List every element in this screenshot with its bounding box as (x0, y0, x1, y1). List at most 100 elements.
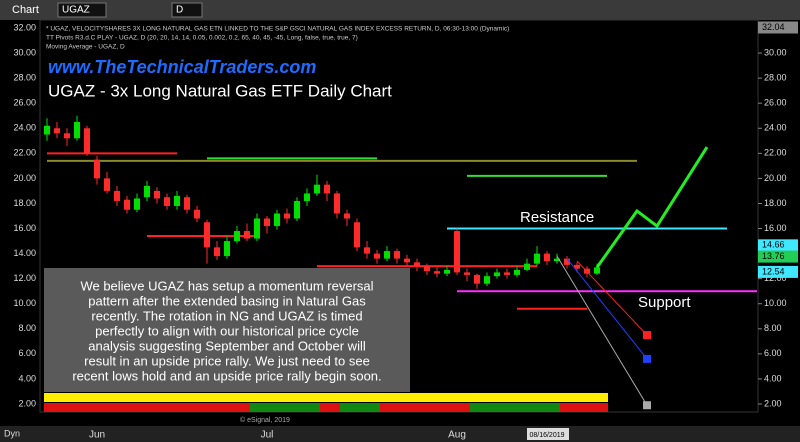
candle-body (304, 193, 310, 201)
candle-body (554, 258, 560, 262)
candle-body (564, 258, 570, 265)
y-tick-label: 24.00 (13, 123, 36, 133)
price-flag-label: 14.66 (762, 240, 785, 250)
x-tick-label: Jun (89, 430, 105, 441)
price-flag (758, 21, 798, 34)
candle-body (494, 272, 500, 277)
candle-body (294, 200, 300, 219)
projection (566, 258, 648, 360)
commentary-line: recent lows hold and an upside price ral… (72, 368, 381, 383)
candle-body (504, 272, 510, 275)
strip-red (44, 403, 608, 412)
y-tick-label: 24.00 (764, 123, 787, 133)
price-flag (758, 239, 798, 252)
y-tick-label: 14.00 (13, 248, 36, 258)
candle-body (234, 231, 240, 242)
price-flag (758, 265, 798, 278)
y-tick-label: 2.00 (764, 398, 782, 408)
y-tick-label: 10.00 (764, 298, 787, 308)
strip-yellow (44, 393, 608, 402)
website: www.TheTechnicalTraders.com (48, 57, 316, 77)
candle-body (364, 247, 370, 254)
info-line: TT Pivots R3.d.C PLAY - UGAZ, D (20, 20,… (46, 35, 358, 42)
candle-body (114, 190, 120, 201)
price-flag-label: 13.76 (762, 251, 785, 261)
candle-body (154, 190, 160, 199)
indicator-strip (44, 393, 608, 412)
projection (556, 255, 648, 406)
strip-green (470, 403, 560, 412)
candle-body (374, 253, 380, 259)
candle-body (224, 241, 230, 257)
symbol[interactable]: UGAZ (62, 5, 90, 16)
y-tick-label: 30.00 (764, 47, 787, 57)
y-tick-label: 6.00 (18, 348, 36, 358)
candle-body (524, 263, 530, 270)
candle-body (84, 128, 90, 154)
candle-body (134, 198, 140, 210)
candle-body (574, 264, 580, 269)
candle-body (104, 178, 110, 191)
strip-green (250, 403, 320, 412)
y-tick-label: 18.00 (13, 198, 36, 208)
y-tick-label: 28.00 (13, 73, 36, 83)
candle-body (344, 213, 350, 219)
resistance-label: Resistance (520, 209, 594, 226)
candle-body (414, 262, 420, 267)
candle-body (534, 253, 540, 264)
y-tick-label: 20.00 (764, 173, 787, 183)
y-tick-label: 26.00 (13, 98, 36, 108)
info-line: Moving Average - UGAZ, D (46, 44, 125, 51)
commentary-box (44, 268, 410, 392)
x-tick-label: Jul (261, 430, 274, 441)
candle-body (284, 213, 290, 219)
candle-body (474, 274, 480, 284)
chart-title: UGAZ - 3x Long Natural Gas ETF Daily Cha… (48, 81, 392, 100)
candle-body (384, 251, 390, 259)
credit: © eSignal, 2019 (240, 416, 290, 424)
candle-body (214, 247, 220, 257)
info-line: * UGAZ, VELOCITYSHARES 3X LONG NATURAL G… (46, 26, 509, 33)
price-flag-label: 12.54 (762, 266, 785, 276)
commentary-line: We believe UGAZ has setup a momentum rev… (80, 278, 373, 293)
y-tick-label: 8.00 (18, 323, 36, 333)
candle-body (54, 128, 60, 134)
candle-body (404, 258, 410, 263)
date-box (527, 428, 569, 440)
candle-body (324, 184, 330, 194)
candle-body (544, 253, 550, 262)
commentary-line: perfectly to align with our historical p… (95, 323, 359, 338)
window-title: Chart (12, 4, 39, 16)
interval[interactable]: D (176, 5, 183, 16)
candle-body (424, 266, 430, 272)
x-tick-label: 08/16/2019 (529, 432, 564, 439)
y-tick-label: 30.00 (13, 47, 36, 57)
interval-box[interactable] (171, 2, 203, 18)
projection (595, 146, 709, 269)
support-label: Support (638, 294, 691, 311)
candle-body (464, 272, 470, 275)
price-flag (758, 250, 798, 263)
strip-green (340, 403, 380, 412)
candle-body (164, 197, 170, 206)
candle-body (204, 222, 210, 248)
y-tick-label: 18.00 (764, 198, 787, 208)
y-tick-label: 12.00 (13, 273, 36, 283)
projection (576, 260, 648, 336)
toolbar (0, 0, 800, 20)
y-tick-label: 20.00 (13, 173, 36, 183)
y-tick-label: 28.00 (764, 73, 787, 83)
y-tick-label: 16.00 (764, 223, 787, 233)
candle-body (454, 231, 460, 273)
symbol-box[interactable] (57, 2, 107, 18)
mode: Dyn (4, 428, 20, 438)
candle-body (434, 271, 440, 274)
y-tick-label: 10.00 (13, 298, 36, 308)
candle-body (74, 122, 80, 139)
candle-body (334, 193, 340, 214)
candle-body (594, 267, 600, 274)
candle-body (194, 209, 200, 219)
projection-target (643, 331, 651, 340)
